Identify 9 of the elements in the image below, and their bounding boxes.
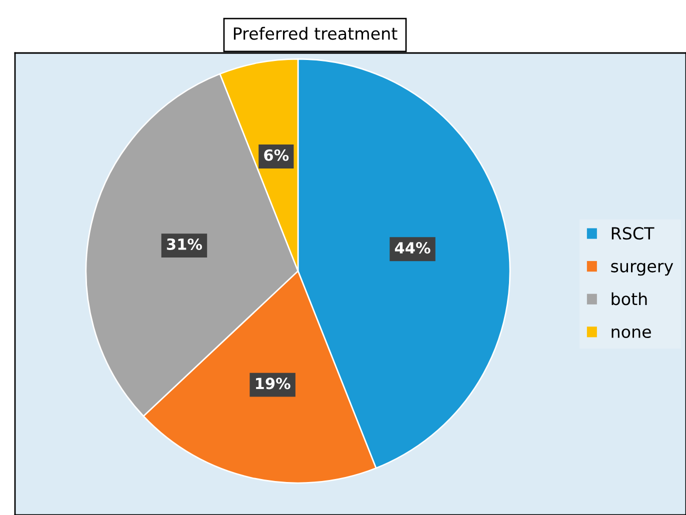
chart-title: Preferred treatment — [234, 26, 398, 40]
data-label: 44% — [394, 242, 430, 254]
data-label: 19% — [256, 378, 290, 390]
legend-label: RSCT — [612, 227, 654, 240]
data-label: 6% — [264, 149, 289, 161]
legend-label: none — [612, 328, 651, 338]
data-label: 31% — [166, 238, 202, 250]
legend-label: both — [612, 292, 647, 306]
legend-label: surgery — [611, 262, 674, 276]
